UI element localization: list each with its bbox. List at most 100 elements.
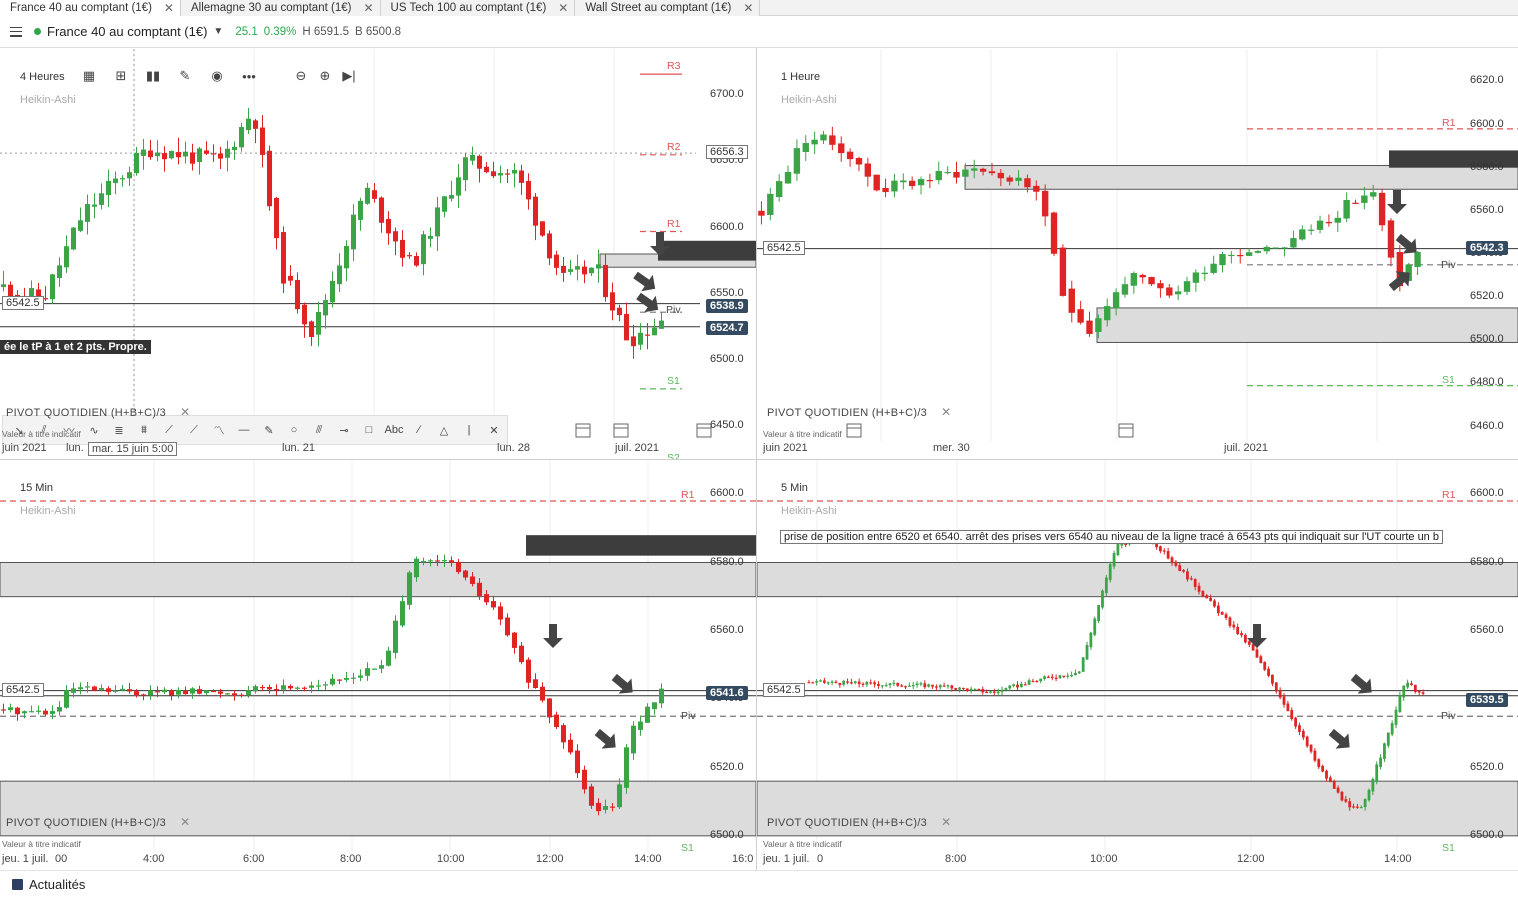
close-icon[interactable]: ✕	[489, 424, 499, 437]
candle	[865, 681, 869, 688]
close-icon[interactable]: ✕	[180, 405, 191, 419]
chart-panel-1h[interactable]: 1 Heure Heikin-Ashi PIVOT QUOTIDIEN (H+B…	[757, 49, 1518, 459]
tab-label: US Tech 100 au comptant (1€)	[390, 2, 547, 14]
fib-ext-tool-icon[interactable]: ⩩	[141, 423, 147, 436]
line-tool-icon[interactable]: ∕	[418, 424, 420, 436]
parallel-tool-icon[interactable]: ⫽	[41, 423, 47, 436]
vline-tool-icon[interactable]: |	[467, 424, 471, 436]
annotation-note[interactable]: ée le tP à 1 et 2 pts. Propre.	[0, 340, 151, 354]
close-icon[interactable]: ✕	[941, 815, 952, 829]
eye-icon[interactable]: ◉	[211, 68, 223, 83]
pivot-indicator-label[interactable]: PIVOT QUOTIDIEN (H+B+C)/3 ✕	[767, 405, 951, 419]
candle	[1325, 214, 1333, 227]
candle	[1095, 314, 1102, 339]
chart-canvas[interactable]	[757, 460, 1518, 870]
candle	[420, 230, 427, 276]
candle	[1066, 672, 1070, 679]
zoom-in-icon[interactable]: ⊕	[319, 68, 331, 83]
annotation-note[interactable]: prise de position entre 6520 et 6540. ar…	[780, 530, 1443, 544]
calendar-icon[interactable]: ▦	[82, 68, 96, 83]
candle	[294, 686, 301, 692]
tab-us-tech-100[interactable]: US Tech 100 au comptant (1€) ✕	[380, 0, 576, 16]
candle	[525, 173, 532, 210]
candle	[1130, 271, 1138, 294]
hline-tool-icon[interactable]: —	[238, 424, 250, 436]
triangle-tool-icon[interactable]: △	[439, 424, 449, 437]
close-icon[interactable]: ✕	[941, 405, 952, 419]
pivot-indicator-label[interactable]: PIVOT QUOTIDIEN (H+B+C)/3 ✕	[6, 405, 190, 419]
layout-icon[interactable]: ⊞	[115, 68, 127, 83]
horizontal-line-price-label: 6542.5	[2, 682, 44, 697]
chevron-down-icon[interactable]: ▼	[213, 26, 224, 37]
text-tool-icon[interactable]: Abc	[384, 424, 404, 436]
candle	[644, 703, 651, 724]
calendar-event-icon	[613, 423, 629, 438]
connector-tool-icon[interactable]: ⊸	[339, 424, 349, 437]
timeframe-label[interactable]: 1 Heure	[781, 71, 821, 83]
trend-tool-icon[interactable]: ⟋	[190, 423, 198, 436]
price-tick-label: 6700.0	[710, 88, 744, 101]
rectangle-tool-icon[interactable]: □	[365, 424, 373, 436]
timeframe-label[interactable]: 5 Min	[781, 482, 808, 494]
resistance-block	[1389, 150, 1518, 168]
instrument-name[interactable]: France 40 au comptant (1€)	[47, 24, 208, 39]
candle	[1004, 687, 1008, 692]
calendar-event-icon	[1118, 423, 1134, 438]
fib-tool-icon[interactable]: ≣	[114, 424, 124, 437]
tab-allemagne-30[interactable]: Allemagne 30 au comptant (1€) ✕	[180, 0, 381, 16]
path-tool-icon[interactable]: 〰	[63, 425, 75, 437]
pivot-indicator-label[interactable]: PIVOT QUOTIDIEN (H+B+C)/3 ✕	[767, 815, 951, 829]
timeframe-label[interactable]: 4 Heures	[20, 71, 65, 83]
wave-tool-icon[interactable]: ∿	[89, 424, 99, 437]
candle	[224, 693, 231, 697]
candle	[1343, 192, 1350, 223]
candle	[1006, 175, 1013, 186]
pencil-icon[interactable]: ✎	[179, 68, 191, 83]
chart-canvas[interactable]	[0, 49, 756, 459]
time-axis-label: juil. 2021	[1224, 442, 1269, 454]
candle	[1363, 798, 1367, 811]
panel-divider-horizontal[interactable]	[0, 459, 1518, 460]
close-icon[interactable]: ✕	[558, 1, 569, 15]
tab-wall-street[interactable]: Wall Street au comptant (1€) ✕	[575, 0, 761, 16]
more-icon[interactable]: •••	[242, 68, 256, 84]
tab-france-40[interactable]: France 40 au comptant (1€) ✕	[0, 0, 181, 16]
close-icon[interactable]: ✕	[180, 815, 191, 829]
pivot-indicator-label[interactable]: PIVOT QUOTIDIEN (H+B+C)/3 ✕	[6, 815, 190, 829]
close-icon[interactable]: ✕	[163, 1, 174, 15]
annotation-arrow	[611, 673, 633, 694]
time-axis-label: jeu. 1 juil.	[763, 853, 810, 865]
skip-end-icon[interactable]: ▶|	[342, 68, 356, 83]
close-icon[interactable]: ✕	[363, 1, 374, 15]
candle	[154, 140, 161, 162]
candle	[21, 710, 28, 719]
news-label[interactable]: Actualités	[29, 877, 86, 892]
candle	[811, 681, 815, 684]
brush-tool-icon[interactable]: ✎	[264, 424, 274, 437]
chart-canvas[interactable]	[0, 460, 756, 870]
circle-tool-icon[interactable]: ○	[290, 424, 298, 436]
gann-tool-icon[interactable]: ⟋	[165, 423, 173, 436]
chart-panel-4h[interactable]: 4 Heures ▦ ⊞ ▮▮ ✎ ◉ ••• ⊖ ⊕ ▶| Heikin-As…	[0, 49, 756, 459]
candle	[1201, 266, 1208, 281]
price-tick-label: 6520.0	[710, 760, 744, 773]
candle	[518, 164, 525, 195]
close-icon[interactable]: ✕	[743, 1, 754, 15]
candle	[238, 122, 245, 152]
menu-icon[interactable]	[10, 26, 22, 37]
elliott-tool-icon[interactable]: 〽	[213, 425, 225, 437]
pitchfork-tool-icon[interactable]: ⫻	[315, 423, 323, 436]
candle	[217, 146, 224, 170]
price-tick-label: 6550.0	[710, 286, 744, 299]
time-axis-label: 14:00	[634, 853, 662, 865]
timeframe-label[interactable]: 15 Min	[20, 482, 54, 494]
chart-panel-15m[interactable]: 15 Min Heikin-Ashi PIVOT QUOTIDIEN (H+B+…	[0, 460, 756, 870]
chart-type-icon[interactable]: ▮▮	[145, 68, 161, 83]
arrow-tool-icon[interactable]: ↘	[14, 424, 24, 437]
news-footer[interactable]: Actualités	[0, 870, 1518, 898]
chart-panel-5m[interactable]: 5 Min Heikin-Ashi prise de position entr…	[757, 460, 1518, 870]
candle	[28, 705, 35, 713]
chart-canvas[interactable]	[757, 49, 1518, 459]
zoom-out-icon[interactable]: ⊖	[295, 68, 307, 83]
candle	[112, 171, 119, 195]
